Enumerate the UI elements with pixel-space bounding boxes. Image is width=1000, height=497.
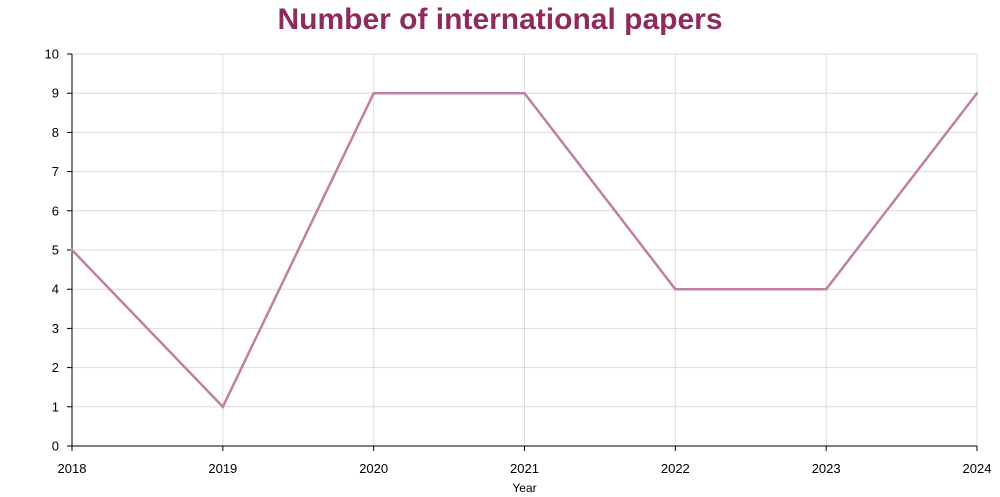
data-point (824, 288, 828, 291)
y-tick-label: 9 (52, 86, 59, 101)
x-tick-label: 2024 (963, 461, 992, 476)
y-tick-label: 7 (52, 164, 59, 179)
series-layer (70, 91, 979, 409)
y-tick-label: 4 (52, 282, 59, 297)
x-axis-label: Year (512, 481, 536, 495)
data-point (523, 92, 526, 95)
data-point (674, 288, 677, 291)
data-point (975, 92, 979, 95)
y-tick-label: 5 (52, 243, 59, 258)
y-tick-label: 1 (52, 399, 59, 414)
chart-title: Number of international papers (277, 3, 723, 36)
grid (72, 53, 978, 446)
x-tick-label: 2022 (661, 461, 690, 476)
x-tick-label: 2019 (208, 461, 237, 476)
y-tick-label: 6 (52, 203, 59, 218)
x-tick-label: 2023 (812, 461, 841, 476)
y-tick-label: 10 (45, 47, 59, 62)
y-tick-label: 8 (52, 125, 59, 140)
data-point (221, 405, 225, 408)
x-tick-label: 2018 (58, 461, 87, 476)
x-tick-label: 2021 (510, 461, 539, 476)
y-tick-label: 0 (52, 439, 59, 454)
x-tick-label: 2020 (359, 461, 388, 476)
data-point (372, 92, 375, 95)
tick-labels: 0 1 2 3 4 5 6 7 8 9 10 2018 2019 2020 2021 2022 2023 2024 (45, 47, 992, 477)
data-point (70, 248, 74, 252)
axes (67, 53, 978, 451)
y-tick-label: 3 (52, 321, 59, 336)
y-tick-label: 2 (52, 360, 59, 375)
